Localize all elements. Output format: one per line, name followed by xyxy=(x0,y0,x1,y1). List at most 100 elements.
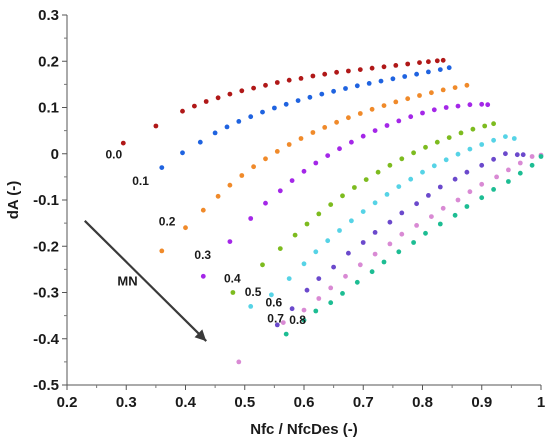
data-points xyxy=(120,57,544,365)
data-point xyxy=(227,239,233,245)
data-point xyxy=(446,135,452,141)
data-point xyxy=(183,225,188,231)
data-point xyxy=(458,130,464,136)
series-0.0 xyxy=(120,57,446,146)
series-labels: 0.0 0.1 0.2 0.3 0.4 0.5 0.6 0.7 0.8 xyxy=(106,147,307,327)
data-point xyxy=(289,306,295,312)
data-point xyxy=(485,102,491,108)
tick-labels: 0.30.20.10-0.1-0.2-0.3-0.4-0.50.2 0.3 0.4 0… xyxy=(33,7,545,411)
data-point xyxy=(420,169,425,175)
data-point xyxy=(337,146,342,152)
data-point xyxy=(426,69,431,75)
data-point xyxy=(203,99,209,104)
x-tick-label: 0.2 xyxy=(57,394,78,411)
data-point xyxy=(360,209,366,215)
data-point xyxy=(274,80,280,85)
data-point xyxy=(236,119,242,124)
data-point xyxy=(346,115,351,121)
arrow-head xyxy=(194,329,207,342)
y-tick-label: -0.3 xyxy=(33,285,59,302)
series-label: 0.0 xyxy=(106,147,123,161)
x-tick-label: 0.7 xyxy=(353,394,374,411)
data-point xyxy=(411,240,416,245)
data-point xyxy=(408,176,414,182)
data-point xyxy=(491,121,496,127)
data-point xyxy=(200,273,206,279)
data-point xyxy=(443,105,449,110)
data-point xyxy=(313,160,319,166)
data-point xyxy=(289,178,295,184)
data-point xyxy=(390,76,396,82)
data-point xyxy=(239,88,245,94)
data-point xyxy=(316,276,322,281)
data-point xyxy=(479,181,485,187)
annotation-label: MN xyxy=(117,274,137,289)
data-point xyxy=(482,123,488,129)
data-point xyxy=(159,165,165,171)
data-point xyxy=(352,185,357,190)
data-point xyxy=(378,78,384,84)
data-point xyxy=(396,118,402,124)
data-point xyxy=(248,304,254,309)
data-point xyxy=(292,232,298,238)
data-point xyxy=(286,77,292,83)
data-point xyxy=(517,170,523,176)
data-point xyxy=(417,93,422,98)
data-point xyxy=(301,317,307,323)
data-point xyxy=(200,207,206,213)
data-point xyxy=(307,94,313,100)
data-point xyxy=(331,88,336,94)
data-point xyxy=(286,276,292,281)
data-point xyxy=(346,250,351,256)
data-point xyxy=(455,197,461,203)
data-point xyxy=(263,156,268,162)
data-point xyxy=(283,331,289,337)
data-point xyxy=(319,91,325,97)
y-tick-label: 0.2 xyxy=(38,53,59,70)
series-label: 0.6 xyxy=(266,295,283,309)
data-point xyxy=(467,102,473,108)
data-point xyxy=(503,134,508,140)
data-point xyxy=(491,156,496,162)
data-point xyxy=(387,162,393,168)
data-point xyxy=(511,136,517,141)
data-point xyxy=(366,81,372,86)
data-point xyxy=(343,86,348,91)
data-point xyxy=(452,176,458,182)
data-point xyxy=(381,64,387,70)
data-point xyxy=(369,269,375,275)
data-point xyxy=(331,264,336,270)
data-point xyxy=(230,290,236,295)
data-point xyxy=(277,246,283,252)
data-point xyxy=(340,193,345,199)
x-tick-label: 0.9 xyxy=(471,394,492,411)
data-point xyxy=(405,61,411,67)
data-point xyxy=(520,152,526,158)
data-point xyxy=(215,95,221,101)
data-point xyxy=(286,142,292,147)
data-point xyxy=(506,179,511,184)
data-point xyxy=(325,153,331,159)
x-tick-label: 0.5 xyxy=(234,394,255,411)
data-point xyxy=(260,109,265,115)
data-point xyxy=(372,230,378,235)
data-point xyxy=(301,307,307,313)
data-point xyxy=(479,101,485,107)
data-point xyxy=(399,231,405,237)
series-label: 0.8 xyxy=(289,313,306,327)
data-point xyxy=(437,221,443,227)
data-point xyxy=(274,322,280,328)
data-point xyxy=(443,157,449,163)
data-point xyxy=(420,110,425,116)
data-point xyxy=(387,241,393,247)
data-point xyxy=(399,156,405,162)
data-point xyxy=(215,193,221,199)
series-0.4 xyxy=(230,121,496,295)
annotation: MN xyxy=(84,220,208,342)
y-tick-label: -0.5 xyxy=(33,377,59,394)
series-label: 0.1 xyxy=(132,174,149,188)
data-point xyxy=(411,150,416,156)
data-point xyxy=(295,98,301,103)
data-point xyxy=(340,291,345,296)
